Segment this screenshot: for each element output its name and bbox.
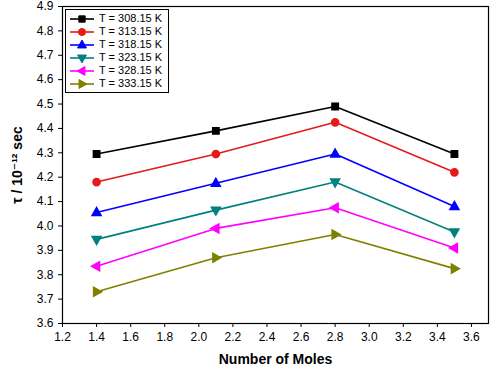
svg-text:4.1: 4.1: [37, 194, 54, 208]
svg-text:3.8: 3.8: [37, 268, 54, 282]
svg-text:4.9: 4.9: [37, 0, 54, 13]
svg-text:4.7: 4.7: [37, 48, 54, 62]
svg-text:3.7: 3.7: [37, 292, 54, 306]
svg-text:2.2: 2.2: [225, 330, 242, 344]
svg-text:3.6: 3.6: [37, 316, 54, 330]
html-text:T = 323.15 K: T = 323.15 K: [99, 51, 163, 63]
svg-text:4.6: 4.6: [37, 72, 54, 86]
svg-text:3.0: 3.0: [361, 330, 378, 344]
html-text:T = 328.15 K: T = 328.15 K: [99, 64, 163, 76]
svg-text:2.8: 2.8: [327, 330, 344, 344]
svg-text:2.6: 2.6: [293, 330, 310, 344]
svg-text:4.2: 4.2: [37, 170, 54, 184]
svg-text:4.3: 4.3: [37, 146, 54, 160]
svg-text:3.2: 3.2: [395, 330, 412, 344]
svg-text:4.4: 4.4: [37, 121, 54, 135]
svg-text:1.6: 1.6: [122, 330, 139, 344]
svg-text:4.8: 4.8: [37, 24, 54, 38]
svg-text:2.4: 2.4: [259, 330, 276, 344]
svg-text:4.0: 4.0: [37, 219, 54, 233]
svg-text:1.4: 1.4: [88, 330, 105, 344]
svg-text:3.4: 3.4: [429, 330, 446, 344]
svg-text:2.0: 2.0: [190, 330, 207, 344]
svg-text:τ / 10⁻¹² sec: τ / 10⁻¹² sec: [9, 126, 25, 204]
html-text:T = 333.15 K: T = 333.15 K: [99, 77, 163, 89]
svg-text:3.9: 3.9: [37, 243, 54, 257]
svg-text:3.6: 3.6: [463, 330, 480, 344]
svg-text:1.2: 1.2: [54, 330, 71, 344]
svg-text:4.5: 4.5: [37, 97, 54, 111]
html-text:T = 308.15 K: T = 308.15 K: [99, 12, 163, 24]
svg-text:Number of Moles: Number of Moles: [219, 351, 333, 367]
html-text:T = 313.15 K: T = 313.15 K: [99, 25, 163, 37]
html-text:T = 318.15 K: T = 318.15 K: [99, 38, 163, 50]
svg-text:1.8: 1.8: [156, 330, 173, 344]
